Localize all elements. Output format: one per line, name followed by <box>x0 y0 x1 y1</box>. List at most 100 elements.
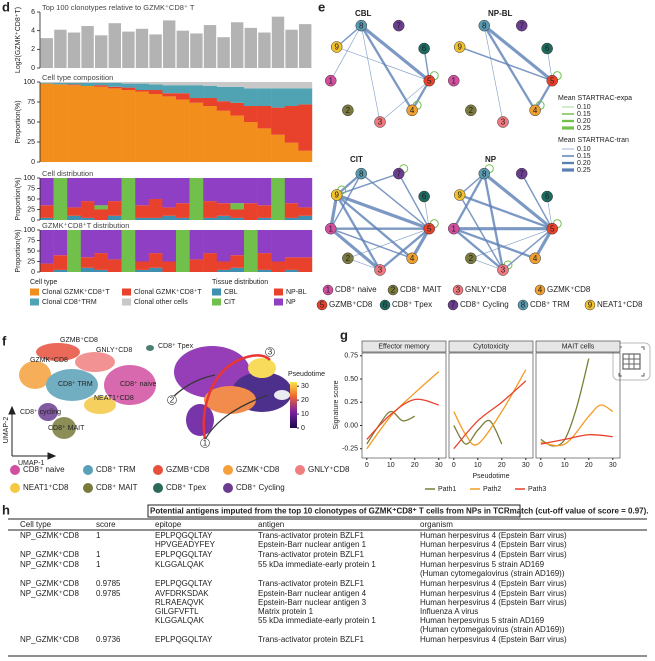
bar-segment <box>230 102 245 116</box>
legend-node-id: 5 <box>320 301 325 310</box>
bar-segment <box>203 230 217 254</box>
network-node <box>374 264 386 276</box>
bar-segment <box>257 88 272 106</box>
cell: RLRAEAQVK <box>155 598 205 607</box>
colorbar-tick-label: 30 <box>301 383 309 390</box>
legend-dot <box>153 483 163 493</box>
trend-line <box>453 369 527 446</box>
network-node <box>453 41 466 53</box>
legend-label: GZMB⁺CD8 <box>166 465 210 474</box>
legend-label: CD8⁺ TRM <box>96 465 136 474</box>
x-tick-label: 10 <box>387 462 395 469</box>
cell: Matrix protein 1 <box>258 607 314 616</box>
bar-segment <box>257 82 272 89</box>
bar-segment <box>148 82 163 85</box>
network-edge <box>483 24 554 82</box>
legend-node <box>534 284 546 296</box>
cell: Epstein-Barr nuclear antigen 1 <box>258 540 367 549</box>
bar-segment <box>203 86 217 98</box>
network-node <box>330 41 343 53</box>
y-tick-label: 0.25 <box>344 399 358 406</box>
legend-node <box>322 284 334 296</box>
legend-label: Clonal GZMK⁺CD8⁺T <box>42 289 110 296</box>
y-tick-label: 0 <box>31 65 35 72</box>
x-tick-label: 20 <box>585 462 593 469</box>
bar-segment <box>53 178 68 220</box>
bar-segment <box>216 230 231 262</box>
cell: NP_GZMK⁺CD8 <box>20 579 79 588</box>
x-tick-label: 20 <box>498 462 506 469</box>
y-tick-label: 75 <box>27 185 35 192</box>
bar-segment <box>271 230 285 262</box>
bar-segment <box>244 88 258 106</box>
network-node <box>453 189 466 201</box>
cell: KLGGALQAK <box>155 616 205 625</box>
bar-segment <box>284 257 299 270</box>
bar-segment <box>189 102 204 162</box>
y-axis-label: Log2(GZMK⁺CD8⁺T) <box>15 7 22 73</box>
bar-segment <box>203 106 217 162</box>
bar-segment <box>257 128 272 162</box>
bar <box>217 37 230 68</box>
y-tick-label: 100 <box>23 175 35 182</box>
legend-dot <box>10 465 20 475</box>
bar-segment <box>94 269 109 272</box>
node-label: 8 <box>482 21 487 30</box>
bar-segment <box>148 253 163 268</box>
cell: Epstein-Barr nuclear antigen 3 <box>258 598 367 607</box>
y-tick-label: 25 <box>27 258 35 265</box>
y-tick-label: 4 <box>31 28 35 35</box>
legend-node-id: 8 <box>521 301 526 310</box>
node-label: 8 <box>359 21 364 30</box>
legend-node <box>316 299 328 311</box>
bar-segment <box>53 269 68 272</box>
bar-segment <box>298 257 313 272</box>
legend-dot <box>10 483 20 493</box>
x-tick-label: 20 <box>411 462 419 469</box>
network-node <box>406 104 418 117</box>
bar-segment <box>94 253 109 270</box>
bar-segment <box>162 93 177 97</box>
bar-segment <box>121 90 136 162</box>
bar-segment <box>148 230 163 254</box>
bar-segment <box>176 178 190 204</box>
network-node <box>465 104 477 117</box>
network-node <box>355 167 368 180</box>
bar-segment <box>148 199 163 218</box>
cell: 0.9785 <box>96 589 121 598</box>
bar-segment <box>162 96 177 162</box>
legend-label: CIT <box>224 299 236 306</box>
bar <box>299 24 312 69</box>
node-label: 3 <box>378 118 383 127</box>
y-tick-label: 0 <box>31 217 35 224</box>
node-label: 4 <box>533 254 538 263</box>
bar-segment <box>230 203 245 210</box>
node-label: 7 <box>397 21 402 30</box>
bar-segment <box>94 178 109 206</box>
legend-label: NP <box>286 299 296 306</box>
cell: EPLPQGQLTAY <box>155 531 213 540</box>
cell: AVFDRKSDAK <box>155 589 209 598</box>
node-label: 3 <box>501 118 506 127</box>
bar-segment <box>244 230 258 272</box>
bar-segment <box>40 263 54 272</box>
bar-segment <box>216 269 231 272</box>
bar-segment <box>135 205 149 218</box>
bar-segment <box>135 217 149 220</box>
network-edge <box>330 25 362 81</box>
bar-segment <box>257 217 272 220</box>
node-label: 7 <box>397 169 402 178</box>
cell: Human herpesvirus 4 (Epstein Barr virus) <box>420 635 567 644</box>
cluster-label: GZMB⁺CD8 <box>60 337 98 344</box>
bar <box>95 35 108 68</box>
panel-label: f <box>2 333 7 348</box>
bar-segment <box>298 178 313 208</box>
bar-segment <box>203 178 217 202</box>
bar-segment <box>148 178 163 199</box>
legend-label: CD8⁺ Cycling <box>460 300 509 309</box>
bar <box>108 23 121 68</box>
bar-segment <box>108 88 122 162</box>
bar-segment <box>40 178 54 206</box>
bar-segment <box>94 209 109 220</box>
